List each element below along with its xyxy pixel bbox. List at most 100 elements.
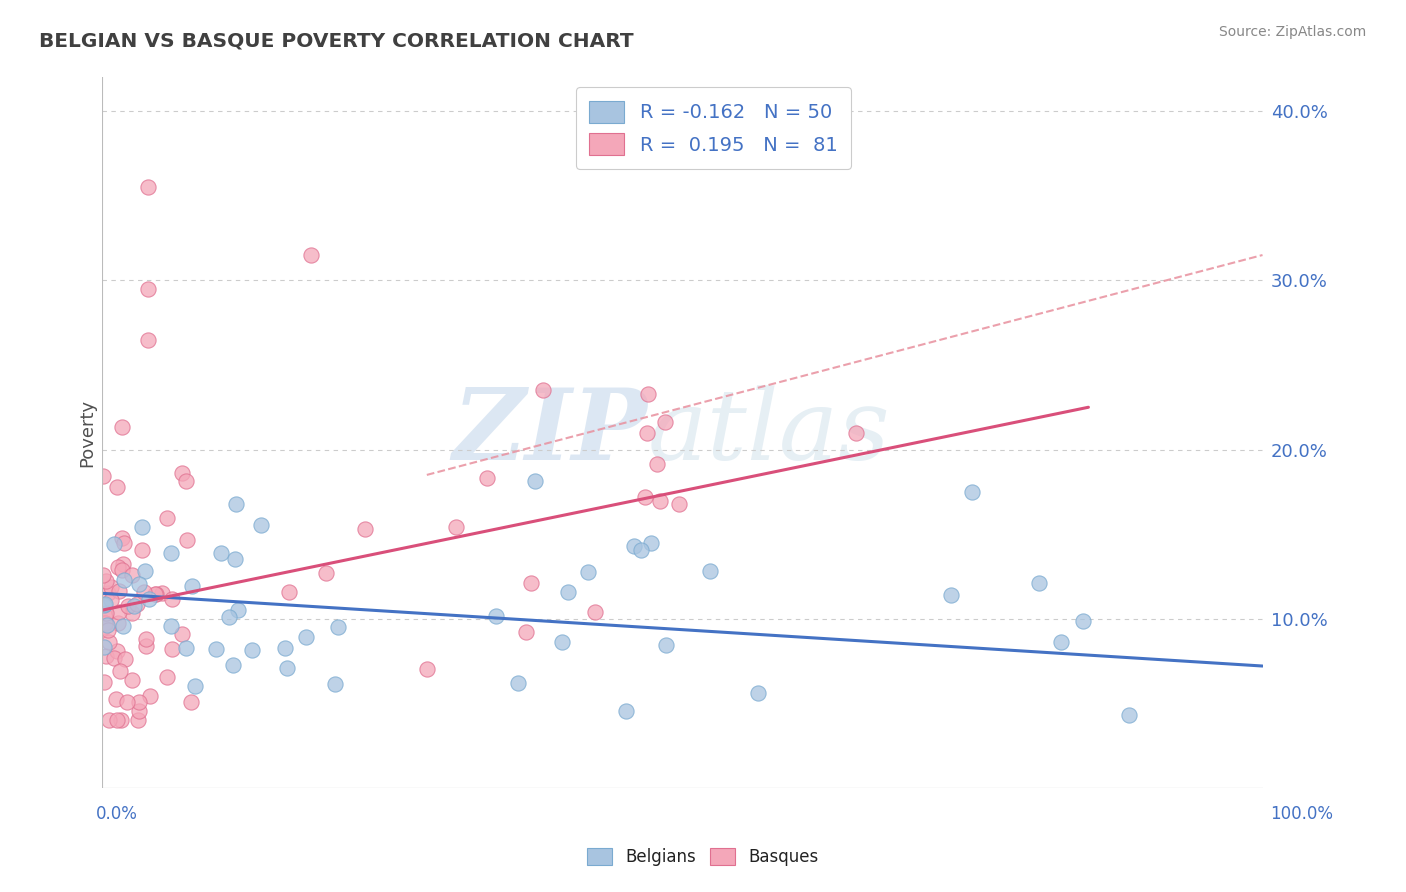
Point (668, 497, 690, 511)
Point (136, 282, 159, 296)
Point (162, 642, 184, 657)
Point (131, 520, 153, 534)
Point (91, 468, 114, 483)
Point (475, 471, 498, 485)
Point (96, 607, 118, 621)
Point (108, 605, 131, 619)
Point (172, 626, 194, 640)
Point (139, 689, 162, 703)
Point (226, 603, 249, 617)
Point (111, 531, 134, 545)
Point (122, 599, 145, 613)
Point (134, 564, 156, 578)
Legend: Belgians, Basques: Belgians, Basques (581, 841, 825, 873)
Point (225, 497, 247, 511)
Text: Source: ZipAtlas.com: Source: ZipAtlas.com (1219, 25, 1367, 39)
Point (125, 597, 148, 611)
Point (747, 686, 769, 700)
Point (91, 567, 114, 582)
Point (93, 640, 115, 655)
Point (105, 713, 128, 727)
Point (249, 517, 271, 532)
Point (107, 560, 129, 574)
Point (654, 638, 676, 652)
Point (1028, 575, 1050, 590)
Point (176, 533, 198, 547)
Point (94, 616, 117, 631)
Point (117, 599, 139, 613)
Y-axis label: Poverty: Poverty (79, 399, 96, 467)
Point (276, 661, 298, 675)
Point (180, 695, 202, 709)
Point (184, 680, 207, 694)
Point (112, 536, 135, 550)
Point (135, 639, 157, 653)
Point (128, 694, 150, 708)
Point (93, 620, 115, 634)
Point (97, 586, 120, 600)
Point (97, 623, 120, 637)
Point (108, 664, 131, 678)
Point (107, 616, 129, 631)
Point (93, 674, 115, 689)
Point (218, 610, 240, 624)
Legend: R = -0.162   N = 50, R =  0.195   N =  81: R = -0.162 N = 50, R = 0.195 N = 81 (576, 87, 852, 169)
Point (136, 333, 159, 347)
Point (97, 634, 120, 648)
Point (315, 566, 337, 580)
Point (637, 387, 659, 401)
Point (1049, 635, 1071, 649)
Point (111, 563, 134, 577)
Point (508, 676, 530, 690)
Point (444, 520, 467, 534)
Point (295, 630, 318, 644)
Point (277, 584, 299, 599)
Point (160, 546, 183, 560)
Point (111, 557, 134, 571)
Point (699, 564, 721, 578)
Point (110, 713, 132, 727)
Point (94, 648, 117, 663)
Point (299, 248, 322, 262)
Point (240, 642, 263, 657)
Point (136, 180, 159, 194)
Point (416, 662, 439, 676)
Point (650, 494, 672, 508)
Point (115, 695, 138, 709)
Point (274, 641, 297, 656)
Point (354, 522, 377, 536)
Point (323, 676, 346, 690)
Point (557, 585, 579, 599)
Point (105, 644, 128, 658)
Point (328, 620, 350, 634)
Point (181, 579, 204, 593)
Point (131, 542, 153, 557)
Point (654, 415, 676, 429)
Point (524, 474, 547, 488)
Point (209, 546, 232, 560)
Point (647, 457, 669, 471)
Point (174, 640, 197, 655)
Point (845, 425, 868, 440)
Point (135, 632, 157, 647)
Point (150, 586, 173, 600)
Point (121, 606, 143, 620)
Point (576, 565, 599, 579)
Point (105, 691, 128, 706)
Point (96, 617, 118, 632)
Point (111, 420, 134, 434)
Point (103, 650, 125, 665)
Point (94, 616, 117, 631)
Point (112, 573, 135, 587)
Point (162, 592, 184, 607)
Point (103, 536, 125, 550)
Text: 0.0%: 0.0% (96, 805, 138, 822)
Point (156, 510, 179, 524)
Point (515, 625, 537, 640)
Point (531, 384, 554, 398)
Point (623, 539, 645, 553)
Point (128, 704, 150, 718)
Point (128, 577, 150, 591)
Point (205, 641, 228, 656)
Point (156, 670, 179, 684)
